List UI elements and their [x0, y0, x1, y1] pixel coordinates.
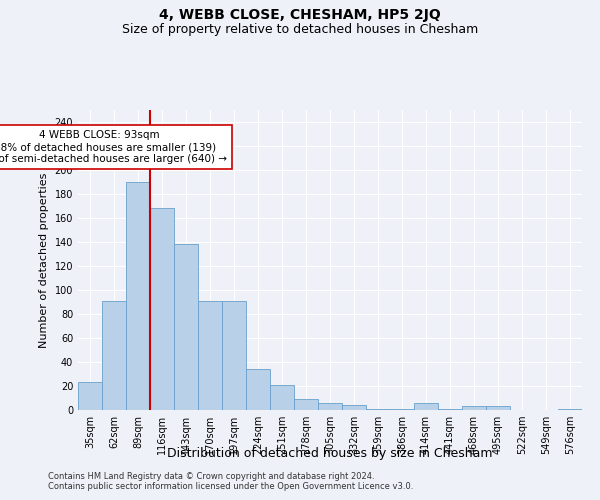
Bar — [438, 409, 462, 410]
Bar — [342, 405, 366, 410]
Text: 4 WEBB CLOSE: 93sqm
← 18% of detached houses are smaller (139)
82% of semi-detac: 4 WEBB CLOSE: 93sqm ← 18% of detached ho… — [0, 130, 227, 164]
Bar — [294, 399, 318, 410]
Text: Size of property relative to detached houses in Chesham: Size of property relative to detached ho… — [122, 22, 478, 36]
Bar — [246, 369, 270, 410]
Text: Distribution of detached houses by size in Chesham: Distribution of detached houses by size … — [167, 448, 493, 460]
Y-axis label: Number of detached properties: Number of detached properties — [39, 172, 49, 348]
Bar — [390, 409, 414, 410]
Text: 4, WEBB CLOSE, CHESHAM, HP5 2JQ: 4, WEBB CLOSE, CHESHAM, HP5 2JQ — [159, 8, 441, 22]
Bar — [126, 182, 150, 410]
Text: Contains public sector information licensed under the Open Government Licence v3: Contains public sector information licen… — [48, 482, 413, 491]
Bar — [414, 403, 438, 410]
Bar — [486, 406, 510, 410]
Bar — [366, 409, 390, 410]
Bar — [222, 301, 246, 410]
Bar — [78, 382, 102, 410]
Bar — [462, 406, 486, 410]
Bar — [270, 385, 294, 410]
Bar — [150, 208, 174, 410]
Bar — [174, 244, 198, 410]
Text: Contains HM Land Registry data © Crown copyright and database right 2024.: Contains HM Land Registry data © Crown c… — [48, 472, 374, 481]
Bar — [198, 301, 222, 410]
Bar — [102, 301, 126, 410]
Bar — [318, 403, 342, 410]
Bar — [558, 409, 582, 410]
